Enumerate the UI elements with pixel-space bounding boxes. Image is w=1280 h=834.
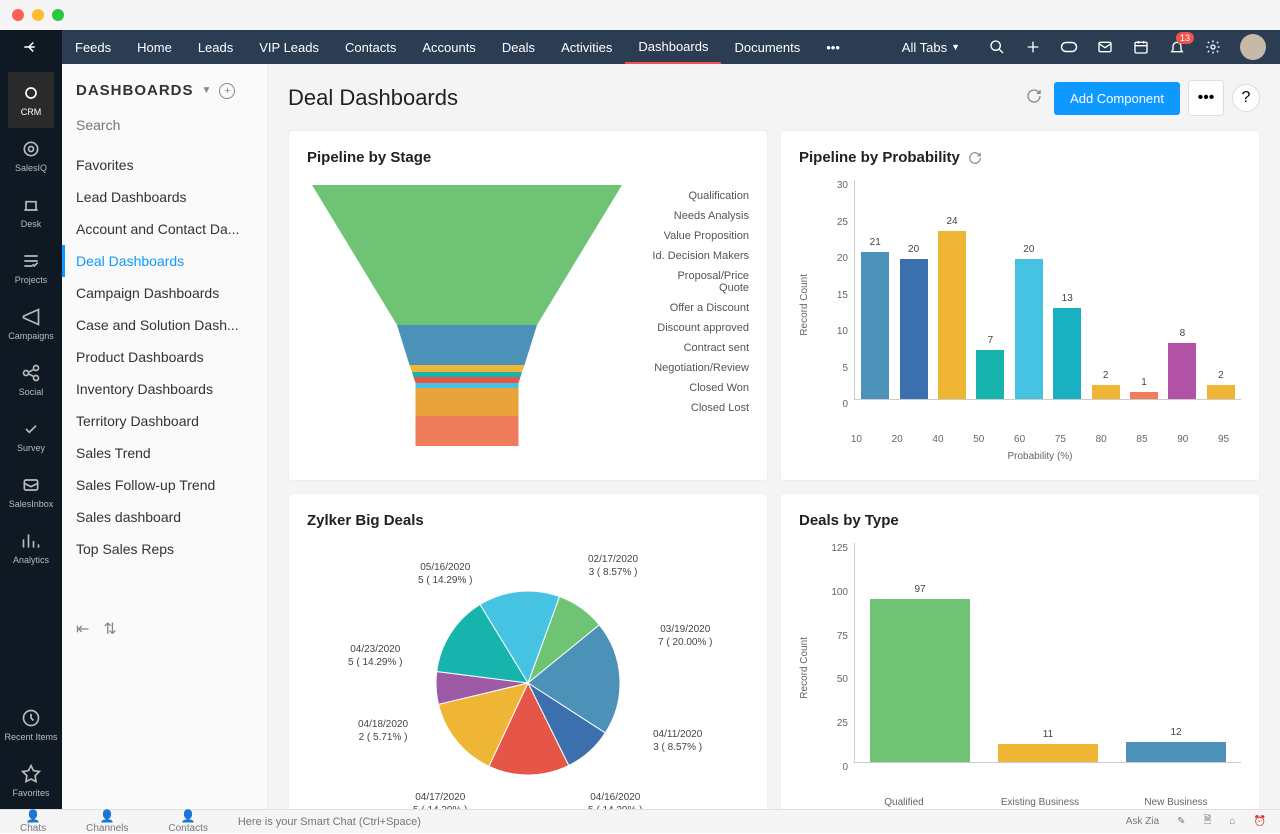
app-analytics[interactable]: Analytics bbox=[8, 520, 54, 576]
more-tab[interactable]: ••• bbox=[813, 30, 853, 64]
app-desk[interactable]: Desk bbox=[8, 184, 54, 240]
deals-type-card: Deals by Type Record Count 1251007550250… bbox=[780, 493, 1260, 809]
avatar[interactable] bbox=[1240, 34, 1266, 60]
bar-chart: 212024720132182 bbox=[854, 180, 1241, 400]
alarm-icon[interactable]: ⏰ bbox=[1254, 816, 1266, 827]
sidebar-item[interactable]: Sales dashboard bbox=[62, 501, 267, 533]
sidebar-item[interactable]: Sales Trend bbox=[62, 437, 267, 469]
app-switcher: CRMSalesIQDeskProjectsCampaignsSocialSur… bbox=[0, 64, 62, 809]
sidebar-item[interactable]: Deal Dashboards bbox=[62, 245, 267, 277]
bottom-contacts[interactable]: 👤Contacts bbox=[148, 809, 227, 834]
add-component-button[interactable]: Add Component bbox=[1054, 82, 1180, 115]
help-button[interactable]: ? bbox=[1232, 84, 1260, 112]
mail-icon[interactable] bbox=[1096, 38, 1114, 56]
app-projects[interactable]: Projects bbox=[8, 240, 54, 296]
game-icon[interactable] bbox=[1060, 38, 1078, 56]
nav-tab-leads[interactable]: Leads bbox=[185, 30, 246, 64]
refresh-icon[interactable] bbox=[968, 151, 982, 165]
screen-icon[interactable]: ⌂ bbox=[1230, 816, 1236, 827]
search-icon[interactable] bbox=[988, 38, 1006, 56]
card-title: Deals by Type bbox=[799, 512, 1241, 529]
bottom-bar: 👤Chats👤Channels👤Contacts Ask Zia ✎ 🗎 ⌂ ⏰ bbox=[0, 809, 1280, 833]
app-social[interactable]: Social bbox=[8, 352, 54, 408]
max-dot[interactable] bbox=[52, 9, 64, 21]
card-title: Pipeline by Probability bbox=[799, 149, 960, 166]
refresh-button[interactable] bbox=[1026, 88, 1042, 109]
app-salesinbox[interactable]: SalesInbox bbox=[8, 464, 54, 520]
bottom-channels[interactable]: 👤Channels bbox=[66, 809, 148, 834]
nav-tab-documents[interactable]: Documents bbox=[721, 30, 813, 64]
app-crm[interactable]: CRM bbox=[8, 72, 54, 128]
ask-zia[interactable]: Ask Zia bbox=[1126, 816, 1159, 827]
app-salesiq[interactable]: SalesIQ bbox=[8, 128, 54, 184]
bell-icon[interactable]: 13 bbox=[1168, 38, 1186, 56]
nav-tab-feeds[interactable]: Feeds bbox=[62, 30, 124, 64]
recent-items[interactable]: Recent Items bbox=[0, 697, 62, 753]
window-titlebar bbox=[0, 0, 1280, 30]
min-dot[interactable] bbox=[32, 9, 44, 21]
bar-chart: 971112 bbox=[854, 543, 1241, 763]
add-dashboard-button[interactable]: + bbox=[219, 83, 235, 99]
doc-icon[interactable]: 🗎 bbox=[1203, 813, 1211, 830]
pipeline-stage-card: Pipeline by Stage QualificationNeeds Ana… bbox=[288, 130, 768, 481]
favorites[interactable]: Favorites bbox=[0, 753, 62, 809]
card-title: Zylker Big Deals bbox=[307, 512, 749, 529]
sidebar-item[interactable]: Lead Dashboards bbox=[62, 181, 267, 213]
chevron-down-icon[interactable]: ▼ bbox=[202, 85, 212, 96]
nav-tab-activities[interactable]: Activities bbox=[548, 30, 625, 64]
pie-chart: 02/17/20203 ( 8.57% )03/19/20207 ( 20.00… bbox=[308, 543, 748, 809]
sidebar-item[interactable]: Case and Solution Dash... bbox=[62, 309, 267, 341]
sidebar-item[interactable]: Sales Follow-up Trend bbox=[62, 469, 267, 501]
plus-icon[interactable] bbox=[1024, 38, 1042, 56]
edit-icon[interactable]: ✎ bbox=[1177, 816, 1185, 827]
all-tabs-dropdown[interactable]: All Tabs ▼ bbox=[888, 40, 974, 55]
search-input[interactable] bbox=[76, 111, 253, 139]
nav-tab-accounts[interactable]: Accounts bbox=[409, 30, 488, 64]
nav-tab-vip-leads[interactable]: VIP Leads bbox=[246, 30, 332, 64]
app-campaigns[interactable]: Campaigns bbox=[8, 296, 54, 352]
close-dot[interactable] bbox=[12, 9, 24, 21]
sidebar-item[interactable]: Account and Contact Da... bbox=[62, 213, 267, 245]
sidebar-item[interactable]: Campaign Dashboards bbox=[62, 277, 267, 309]
sidebar-item[interactable]: Territory Dashboard bbox=[62, 405, 267, 437]
collapse-icon[interactable]: ⇤ bbox=[76, 619, 89, 639]
gear-icon[interactable] bbox=[1204, 38, 1222, 56]
smart-chat-input[interactable] bbox=[228, 816, 1112, 828]
page-title: Deal Dashboards bbox=[288, 85, 458, 111]
card-title: Pipeline by Stage bbox=[307, 149, 749, 166]
sidebar-item[interactable]: Favorites bbox=[62, 149, 267, 181]
funnel-chart bbox=[307, 180, 627, 450]
nav-tab-home[interactable]: Home bbox=[124, 30, 185, 64]
calendar-icon[interactable] bbox=[1132, 38, 1150, 56]
back-button[interactable] bbox=[0, 30, 62, 64]
zylker-deals-card: Zylker Big Deals 02/17/20203 ( 8.57% )03… bbox=[288, 493, 768, 809]
nav-tab-deals[interactable]: Deals bbox=[489, 30, 548, 64]
top-nav: FeedsHomeLeadsVIP LeadsContactsAccountsD… bbox=[0, 30, 1280, 64]
sidebar-item[interactable]: Product Dashboards bbox=[62, 341, 267, 373]
reorder-icon[interactable]: ⇅ bbox=[103, 619, 116, 639]
more-actions-button[interactable]: ••• bbox=[1188, 80, 1224, 116]
bottom-chats[interactable]: 👤Chats bbox=[0, 809, 66, 834]
pipeline-probability-card: Pipeline by Probability Record Count 302… bbox=[780, 130, 1260, 481]
sidebar-title: DASHBOARDS bbox=[76, 82, 194, 99]
nav-tab-dashboards[interactable]: Dashboards bbox=[625, 30, 721, 64]
sidebar-item[interactable]: Inventory Dashboards bbox=[62, 373, 267, 405]
sidebar-item[interactable]: Top Sales Reps bbox=[62, 533, 267, 565]
content-area: Deal Dashboards Add Component ••• ? Pipe… bbox=[268, 64, 1280, 809]
dashboard-sidebar: DASHBOARDS ▼ + FavoritesLead DashboardsA… bbox=[62, 64, 268, 809]
nav-tab-contacts[interactable]: Contacts bbox=[332, 30, 409, 64]
app-survey[interactable]: Survey bbox=[8, 408, 54, 464]
